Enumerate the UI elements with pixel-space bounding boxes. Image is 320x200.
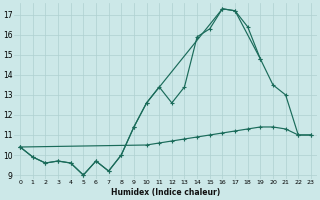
X-axis label: Humidex (Indice chaleur): Humidex (Indice chaleur) [111,188,220,197]
